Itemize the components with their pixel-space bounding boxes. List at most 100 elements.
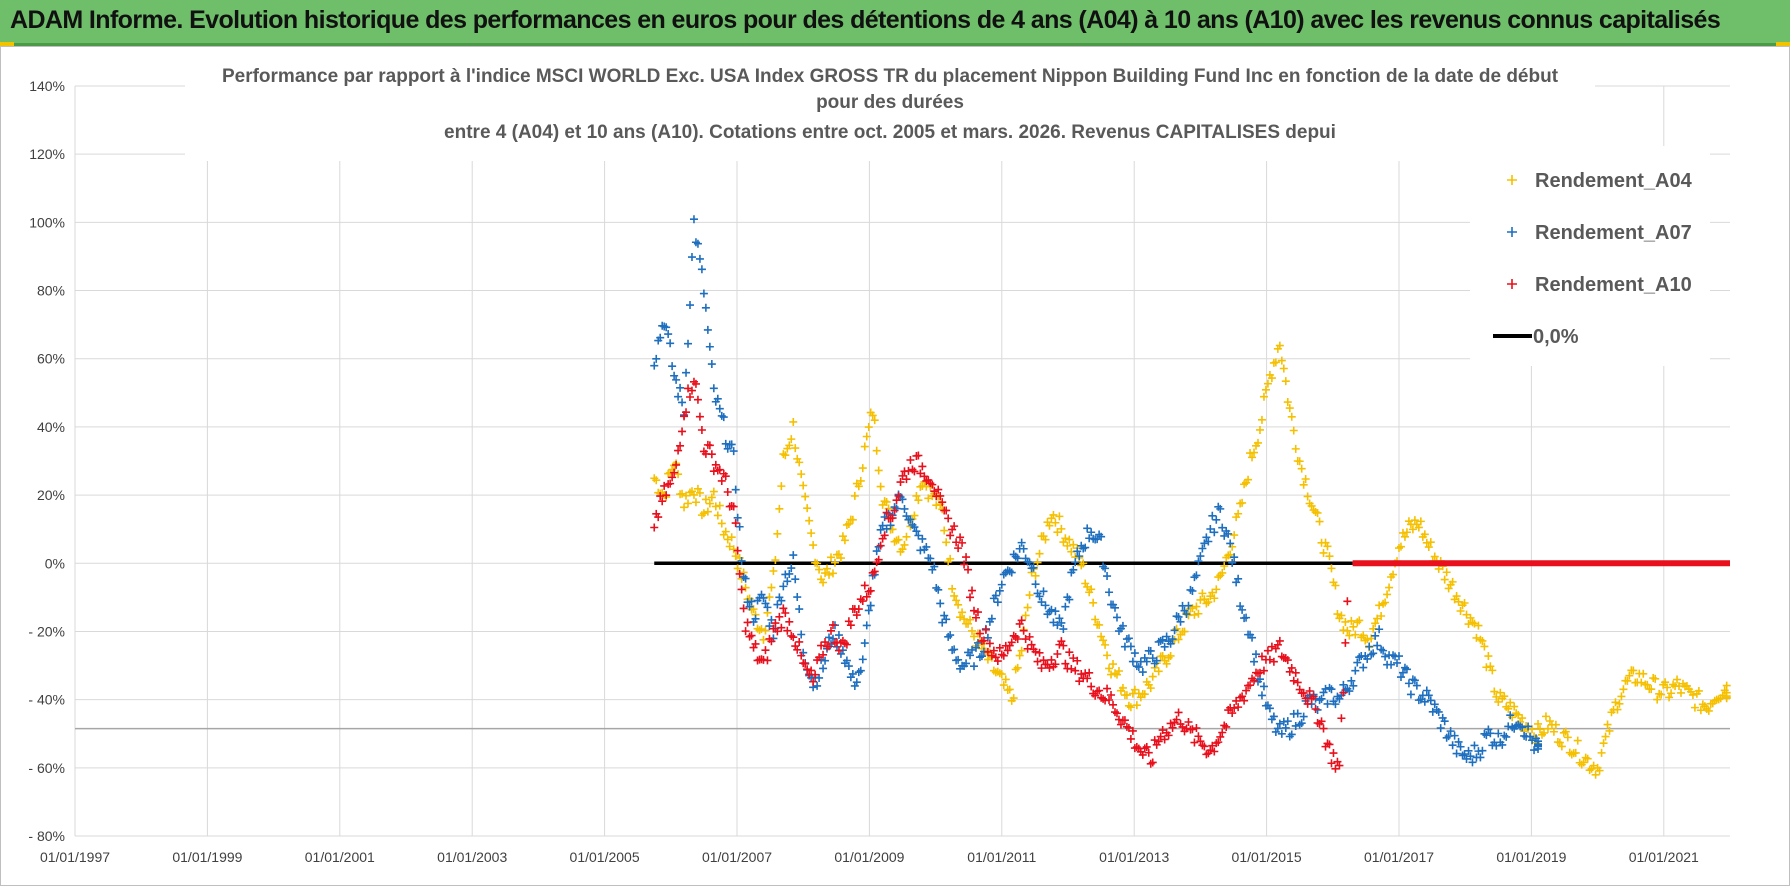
data-point (1109, 700, 1118, 709)
data-point (1472, 633, 1481, 642)
data-point (838, 532, 847, 541)
data-point (1210, 747, 1219, 756)
data-point (1422, 686, 1431, 695)
data-point (1035, 549, 1044, 558)
data-point (1615, 699, 1624, 708)
data-point (828, 569, 837, 578)
data-point (1545, 716, 1554, 725)
legend-swatch (1507, 279, 1517, 289)
data-point (1204, 537, 1213, 546)
data-point (1184, 717, 1193, 726)
data-point (828, 634, 837, 643)
data-point (964, 619, 973, 628)
data-point (952, 596, 961, 605)
data-point (1174, 612, 1183, 621)
data-point (759, 593, 768, 602)
data-point (1112, 670, 1121, 679)
legend-label: Rendement_A07 (1535, 222, 1692, 244)
data-point (1057, 618, 1066, 627)
data-point (650, 523, 659, 532)
data-point (709, 384, 718, 393)
data-point (1534, 719, 1543, 728)
data-point (914, 496, 923, 505)
data-point (1603, 720, 1612, 729)
data-point (773, 529, 782, 538)
data-point (785, 569, 794, 578)
data-point (1389, 651, 1398, 660)
data-point (654, 513, 663, 522)
data-point (864, 587, 873, 596)
data-point (1601, 732, 1610, 741)
data-point (1395, 544, 1403, 553)
data-point (787, 631, 796, 640)
data-point (1518, 723, 1527, 732)
data-point (956, 533, 965, 542)
data-point (866, 586, 875, 595)
data-point (1027, 640, 1036, 649)
data-point (1087, 528, 1096, 537)
data-point (1623, 676, 1632, 685)
data-point (1172, 612, 1181, 621)
data-point (1524, 722, 1533, 731)
data-point (689, 215, 698, 224)
data-point (1105, 588, 1114, 597)
data-point (1126, 734, 1135, 743)
data-point (1035, 648, 1044, 657)
data-point (1490, 687, 1499, 696)
data-point (1218, 728, 1227, 737)
data-point (745, 602, 754, 611)
data-point (1315, 696, 1324, 705)
data-point (1387, 660, 1396, 669)
data-point (1214, 573, 1223, 582)
data-point (1091, 691, 1100, 700)
data-point (828, 620, 837, 629)
y-tick-label: 100% (29, 214, 65, 230)
data-point (866, 601, 875, 610)
data-point (1283, 656, 1292, 665)
series-rendement_a04 (650, 341, 1731, 779)
data-point (900, 504, 909, 513)
data-point (1186, 585, 1195, 594)
data-point (731, 485, 740, 494)
data-point (799, 481, 808, 490)
data-point (1424, 691, 1433, 700)
data-point (874, 466, 883, 475)
data-point (1313, 718, 1322, 727)
data-point (1460, 598, 1469, 607)
data-point (1154, 737, 1163, 746)
data-point (1496, 688, 1505, 697)
data-point (1226, 539, 1235, 548)
data-point (759, 635, 768, 644)
data-point (791, 444, 800, 453)
data-point (852, 611, 861, 620)
data-point (1420, 530, 1429, 539)
data-point (1476, 635, 1485, 644)
y-tick-label: 0% (45, 555, 65, 571)
data-point (1347, 616, 1356, 625)
data-point (801, 492, 810, 501)
data-point (1283, 398, 1292, 407)
data-point (763, 656, 772, 665)
legend-label: Rendement_A04 (1535, 170, 1693, 192)
data-point (699, 289, 708, 298)
data-point (1097, 532, 1106, 541)
y-tick-label: 140% (29, 78, 65, 94)
data-point (687, 386, 696, 395)
data-point (1158, 651, 1167, 660)
data-point (1087, 682, 1096, 691)
data-point (1234, 703, 1243, 712)
data-point (1434, 707, 1443, 716)
data-point (1263, 646, 1272, 655)
data-point (966, 615, 975, 624)
data-point (944, 632, 953, 641)
data-point (1234, 509, 1243, 518)
data-point (1234, 574, 1243, 583)
data-point (1083, 674, 1092, 683)
data-point (1492, 692, 1501, 701)
data-point (1355, 653, 1364, 662)
data-point (1190, 738, 1199, 747)
data-point (968, 586, 977, 595)
data-point (823, 564, 832, 573)
data-point (1359, 631, 1368, 640)
data-point (789, 551, 798, 560)
